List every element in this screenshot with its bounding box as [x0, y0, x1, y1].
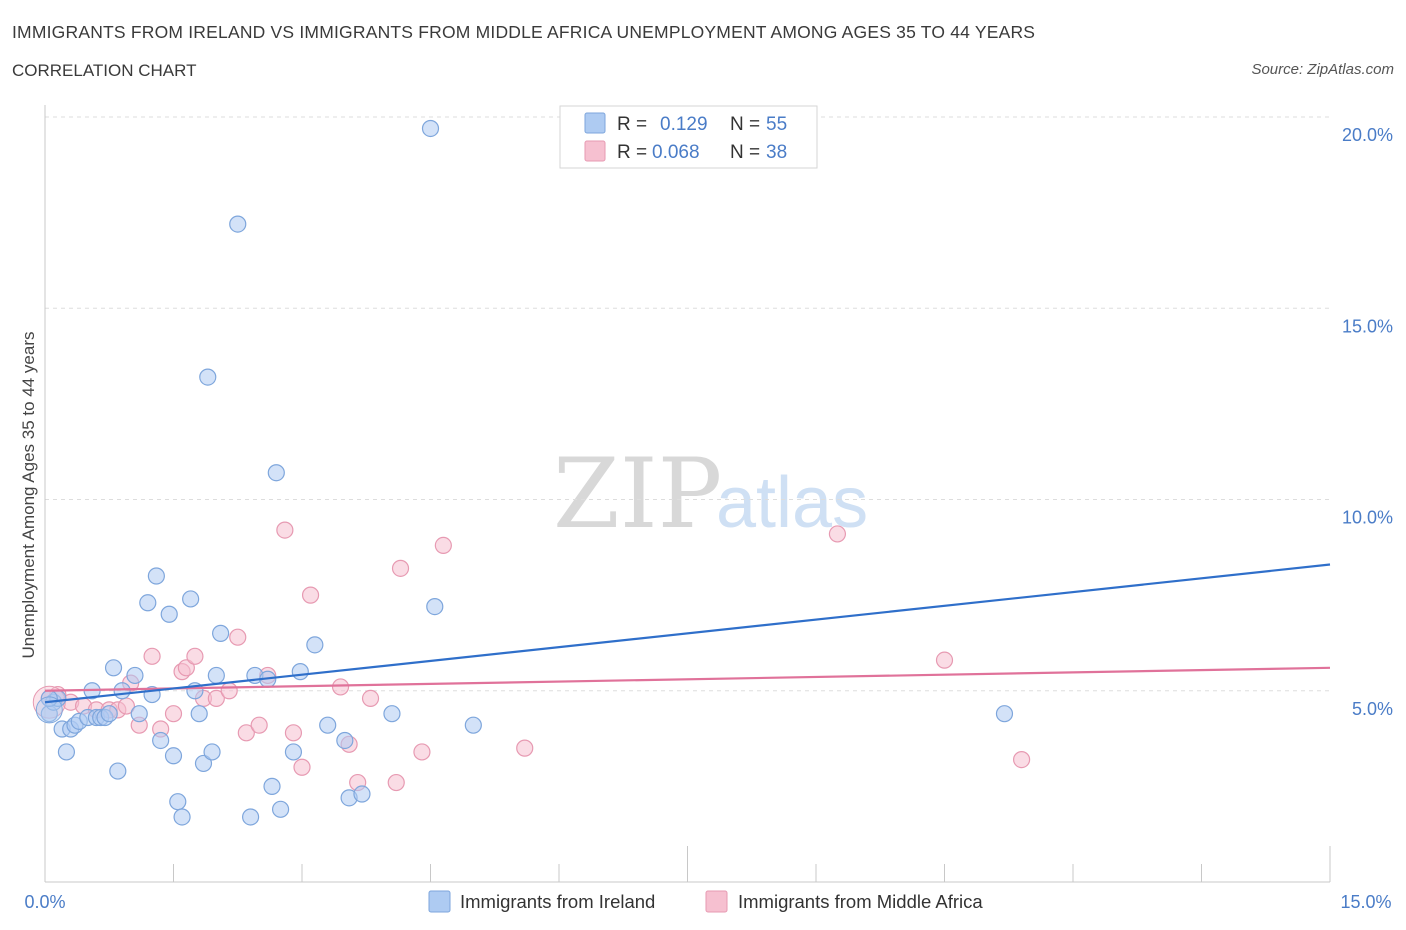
data-point-ireland: [207, 666, 225, 685]
legend-africa-swatch: [584, 140, 606, 162]
data-point-ireland: [147, 567, 165, 585]
data-point-ireland: [464, 716, 482, 734]
legend-ireland-n: 55: [766, 114, 787, 135]
data-point-ireland: [164, 747, 183, 765]
y-tick-label: 5.0%: [1352, 699, 1393, 719]
data-point-middle-africa: [186, 647, 204, 665]
data-point-middle-africa: [293, 758, 311, 776]
data-point-ireland: [130, 705, 148, 723]
series-legend: Immigrants from Ireland Immigrants from …: [428, 890, 983, 913]
data-point-middle-africa: [276, 521, 294, 539]
data-point-ireland: [199, 368, 217, 386]
data-point-ireland: [284, 743, 303, 761]
x-ticks: [44, 846, 1331, 882]
data-point-middle-africa: [361, 689, 380, 708]
data-point-ireland: [169, 793, 187, 811]
legend-ireland-swatch: [584, 112, 606, 134]
data-point-middle-africa: [143, 647, 161, 665]
data-point-ireland: [100, 705, 118, 723]
legend-n-label-2: N =: [730, 142, 760, 163]
data-point-ireland: [421, 119, 440, 138]
data-point-ireland: [212, 624, 230, 642]
bottom-legend-africa-label: Immigrants from Middle Africa: [738, 891, 983, 912]
data-point-ireland: [336, 731, 354, 750]
correlation-legend: R = 0.129 N = 55 R = 0.068 N = 38: [559, 105, 818, 169]
x-tick-label-min: 0.0%: [24, 892, 65, 912]
legend-ireland-r: 0.129: [660, 114, 708, 135]
data-point-ireland: [109, 762, 127, 780]
data-point-middle-africa: [301, 586, 320, 604]
data-point-ireland: [426, 597, 444, 616]
data-point-middle-africa: [331, 678, 350, 696]
data-point-ireland: [194, 754, 213, 773]
data-point-middle-africa: [516, 739, 534, 757]
data-point-ireland: [306, 636, 324, 654]
chart-title: IMMIGRANTS FROM IRELAND VS IMMIGRANTS FR…: [12, 22, 1036, 42]
data-point-ireland: [383, 705, 401, 723]
data-point-ireland: [263, 777, 281, 795]
legend-r-label: R =: [617, 114, 647, 135]
gridlines: [45, 116, 1330, 692]
data-point-middle-africa: [1012, 750, 1031, 769]
data-point-ireland: [190, 705, 208, 723]
data-point-ireland: [113, 682, 131, 700]
series-middle-africa-points: [32, 521, 1031, 792]
data-point-middle-africa: [284, 724, 303, 742]
trend-lines: [44, 563, 1331, 704]
data-point-middle-africa: [434, 536, 452, 555]
data-point-middle-africa: [229, 628, 247, 646]
bottom-legend-ireland-label: Immigrants from Ireland: [460, 891, 655, 912]
data-point-ireland: [242, 808, 260, 826]
data-point-middle-africa: [207, 689, 225, 708]
chart-subtitle: CORRELATION CHART: [12, 61, 197, 80]
source-label: Source: ZipAtlas.com: [1251, 61, 1394, 78]
series-ireland-points: [35, 119, 1014, 826]
y-tick-label: 15.0%: [1342, 316, 1393, 336]
data-point-middle-africa: [177, 659, 195, 677]
data-point-ireland: [173, 808, 191, 826]
watermark-zip: ZIP: [553, 438, 722, 550]
data-point-ireland: [267, 464, 285, 482]
data-point-middle-africa: [220, 682, 238, 700]
legend-africa-n: 38: [766, 142, 787, 163]
data-point-middle-africa: [413, 743, 431, 761]
data-point-ireland: [229, 215, 247, 233]
bottom-legend-africa-swatch: [705, 890, 728, 913]
data-point-ireland: [271, 800, 290, 818]
y-tick-label: 10.0%: [1342, 508, 1393, 528]
data-point-ireland: [291, 663, 309, 681]
legend-africa-r: 0.068: [652, 142, 700, 163]
trend-line-middle-africa: [44, 666, 1331, 692]
data-point-ireland: [139, 594, 157, 612]
data-point-ireland: [353, 785, 371, 803]
data-point-ireland: [152, 731, 170, 750]
legend-r-label-2: R =: [617, 142, 647, 163]
data-point-ireland: [57, 743, 76, 761]
y-axis-label: Unemployment Among Ages 35 to 44 years: [19, 332, 38, 659]
data-point-middle-africa: [935, 651, 954, 669]
bottom-legend-ireland-swatch: [428, 890, 451, 913]
data-point-middle-africa: [391, 559, 410, 577]
y-tick-label: 20.0%: [1342, 125, 1393, 145]
legend-n-label: N =: [730, 114, 760, 135]
y-tick-labels: 5.0% 10.0% 15.0% 20.0%: [1342, 125, 1393, 719]
data-point-ireland-cluster: [35, 696, 63, 724]
x-tick-label-max: 15.0%: [1340, 892, 1391, 912]
data-point-middle-africa: [387, 773, 405, 792]
data-point-middle-africa: [164, 705, 183, 723]
data-point-middle-africa: [237, 724, 255, 742]
data-point-middle-africa: [250, 716, 268, 734]
trend-line-ireland: [44, 563, 1331, 704]
data-point-middle-africa: [828, 525, 847, 543]
data-point-ireland: [160, 605, 178, 623]
data-point-ireland: [104, 659, 123, 677]
data-point-ireland: [182, 590, 200, 608]
data-point-ireland: [319, 716, 337, 734]
data-point-ireland: [995, 705, 1014, 723]
data-point-ireland: [203, 743, 221, 761]
data-point-ireland: [126, 666, 144, 685]
